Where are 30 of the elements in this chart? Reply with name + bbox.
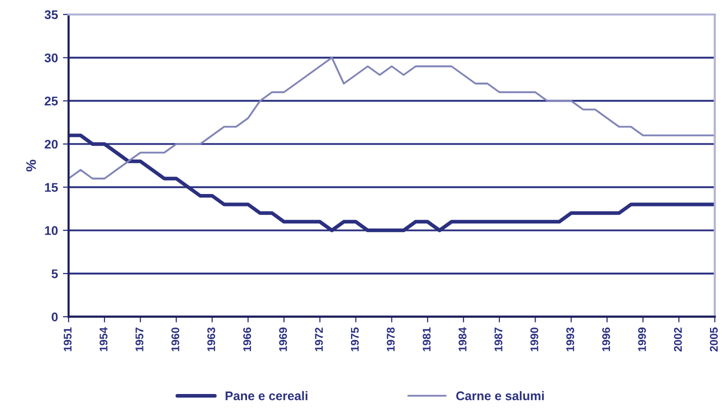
- x-tick-label: 1993: [566, 328, 574, 352]
- y-tick-label: 10: [45, 226, 58, 236]
- x-tick-label: 1966: [243, 328, 252, 352]
- y-tick-label: 35: [44, 10, 58, 20]
- y-axis-title: %: [26, 160, 36, 172]
- x-tick-label: 1957: [136, 328, 144, 352]
- x-tick-label: 1975: [350, 327, 359, 352]
- y-tick-label: 25: [44, 96, 58, 106]
- x-tick-label: 1972: [315, 328, 323, 352]
- y-tick-label: 15: [45, 183, 58, 192]
- y-tick-label: 5: [52, 269, 58, 278]
- x-tick-label: 1981: [422, 327, 431, 352]
- x-tick-label: 1969: [279, 328, 287, 352]
- y-tick-label: 0: [52, 312, 58, 322]
- x-tick-label: 1954: [100, 327, 108, 352]
- x-tick-label: 1960: [171, 328, 180, 352]
- legend-label: Carne e salumi: [456, 391, 544, 400]
- x-tick-label: 1996: [602, 328, 610, 352]
- x-tick-label: 1951: [64, 327, 72, 352]
- x-tick-label: 1990: [530, 328, 538, 352]
- x-tick-label: 1978: [386, 327, 395, 352]
- x-tick-label: 1999: [638, 328, 646, 352]
- x-tick-label: 2005: [710, 327, 718, 352]
- x-tick-label: 1984: [458, 327, 466, 352]
- y-tick-label: 20: [44, 140, 58, 149]
- legend-label: Pane e cereali: [226, 391, 308, 400]
- x-tick-label: 1987: [494, 328, 502, 352]
- y-tick-label: 30: [44, 53, 58, 62]
- x-tick-label: 2002: [674, 328, 682, 352]
- x-tick-label: 1963: [207, 328, 216, 352]
